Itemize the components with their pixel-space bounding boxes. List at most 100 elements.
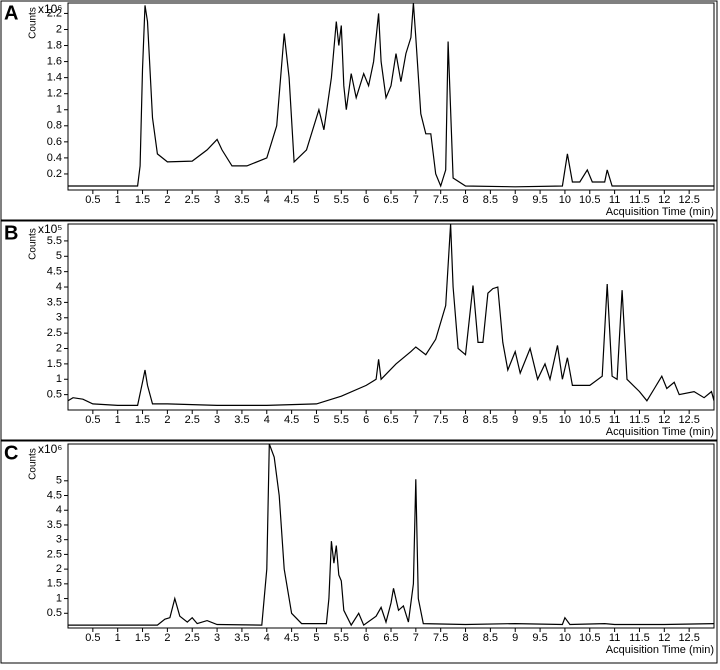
x-tick-label: 10 — [559, 194, 571, 206]
x-tick-label: 6.5 — [383, 632, 398, 644]
x-tick-label: 5.5 — [334, 414, 349, 426]
y-tick-label: 0.5 — [47, 389, 62, 401]
x-tick-label: 5 — [313, 194, 319, 206]
x-tick-label: 0.5 — [85, 414, 100, 426]
x-tick-label: 1.5 — [135, 632, 150, 644]
y-tick-label: 1.5 — [47, 358, 62, 370]
x-tick-label: 7 — [413, 414, 419, 426]
x-tick-label: 1 — [115, 414, 121, 426]
y-tick-label: 4 — [56, 504, 62, 516]
y-tick-label: 5 — [56, 475, 62, 487]
chromatogram-line — [68, 443, 715, 627]
x-tick-label: 2 — [164, 632, 170, 644]
x-tick-label: 4 — [264, 414, 270, 426]
x-tick-label: 8.5 — [483, 632, 498, 644]
x-tick-label: 2.5 — [185, 632, 200, 644]
x-tick-label: 11 — [609, 414, 620, 426]
y-tick-label: 5 — [56, 250, 62, 262]
x-tick-label: 4 — [264, 194, 270, 206]
x-tick-label: 11 — [609, 632, 620, 644]
x-tick-label: 4 — [264, 632, 270, 644]
plot-frame — [67, 223, 715, 411]
y-multiplier: x10⁶ — [38, 442, 62, 456]
x-tick-label: 5 — [313, 632, 319, 644]
y-tick-label: 2.2 — [47, 7, 62, 19]
x-axis-label: Acquisition Time (min) — [606, 206, 714, 218]
x-tick-label: 9 — [512, 632, 518, 644]
x-tick-label: 7.5 — [433, 414, 448, 426]
x-tick-label: 12 — [658, 414, 670, 426]
y-tick-label: 0.4 — [47, 152, 62, 164]
x-tick-label: 5.5 — [334, 194, 349, 206]
y-multiplier: x10⁶ — [38, 2, 62, 16]
x-tick-label: 12 — [658, 632, 670, 644]
y-tick-label: 0.5 — [47, 607, 62, 619]
x-tick-label: 3 — [214, 632, 220, 644]
x-tick-label: 1 — [115, 194, 121, 206]
x-tick-label: 5.5 — [334, 632, 349, 644]
x-tick-label: 7 — [413, 194, 419, 206]
y-tick-label: 0.6 — [47, 136, 62, 148]
y-tick-label: 3 — [56, 312, 62, 324]
x-tick-label: 2.5 — [185, 194, 200, 206]
y-tick-label: 3.5 — [47, 519, 62, 531]
x-tick-label: 12.5 — [678, 194, 699, 206]
panel-frame — [0, 220, 718, 441]
y-tick-label: 1 — [56, 373, 62, 385]
x-axis-label: Acquisition Time (min) — [606, 426, 714, 438]
y-axis-label: Counts — [28, 7, 39, 39]
chromatogram-line — [68, 2, 714, 188]
y-tick-label: 4 — [56, 281, 62, 293]
x-tick-label: 6.5 — [383, 194, 398, 206]
x-tick-label: 10.5 — [579, 632, 600, 644]
x-tick-label: 10.5 — [579, 414, 600, 426]
y-tick-label: 1.2 — [47, 88, 62, 100]
x-tick-label: 0.5 — [85, 632, 100, 644]
x-tick-label: 3.5 — [234, 632, 249, 644]
panel-label: A — [4, 2, 18, 24]
x-tick-label: 1.5 — [135, 194, 150, 206]
x-tick-label: 6.5 — [383, 414, 398, 426]
x-tick-label: 11.5 — [629, 632, 650, 644]
y-tick-label: 5.5 — [47, 235, 62, 247]
x-tick-label: 2.5 — [185, 414, 200, 426]
y-tick-label: 4.5 — [47, 489, 62, 501]
y-axis-label: Counts — [28, 228, 39, 260]
x-tick-label: 8.5 — [483, 414, 498, 426]
x-tick-label: 8 — [462, 632, 468, 644]
x-tick-label: 9.5 — [532, 414, 547, 426]
y-tick-label: 1.5 — [47, 578, 62, 590]
x-tick-label: 3.5 — [234, 194, 249, 206]
x-tick-label: 1.5 — [135, 414, 150, 426]
x-tick-label: 12 — [658, 194, 670, 206]
y-tick-label: 1 — [56, 104, 62, 116]
y-tick-label: 2 — [56, 342, 62, 354]
y-tick-label: 4.5 — [47, 266, 62, 278]
x-tick-label: 3.5 — [234, 414, 249, 426]
y-multiplier: x10⁵ — [38, 222, 62, 236]
x-tick-label: 9.5 — [532, 194, 547, 206]
x-tick-label: 12.5 — [678, 414, 699, 426]
x-tick-label: 4.5 — [284, 194, 299, 206]
y-tick-label: 2.5 — [47, 548, 62, 560]
x-tick-label: 9.5 — [532, 632, 547, 644]
x-axis-label: Acquisition Time (min) — [606, 644, 714, 656]
y-tick-label: 1.8 — [47, 39, 62, 51]
plot-frame — [67, 2, 715, 191]
x-tick-label: 11 — [609, 194, 620, 206]
x-tick-label: 9 — [512, 414, 518, 426]
x-tick-label: 7.5 — [433, 194, 448, 206]
x-tick-label: 7 — [413, 632, 419, 644]
y-tick-label: 1.6 — [47, 55, 62, 67]
y-tick-label: 3 — [56, 534, 62, 546]
x-tick-label: 6 — [363, 632, 369, 644]
x-tick-label: 4.5 — [284, 632, 299, 644]
y-axis-label: Counts — [28, 448, 39, 480]
x-tick-label: 7.5 — [433, 632, 448, 644]
x-tick-label: 3 — [214, 194, 220, 206]
x-tick-label: 3 — [214, 414, 220, 426]
y-tick-label: 2 — [56, 23, 62, 35]
x-tick-label: 8 — [462, 194, 468, 206]
